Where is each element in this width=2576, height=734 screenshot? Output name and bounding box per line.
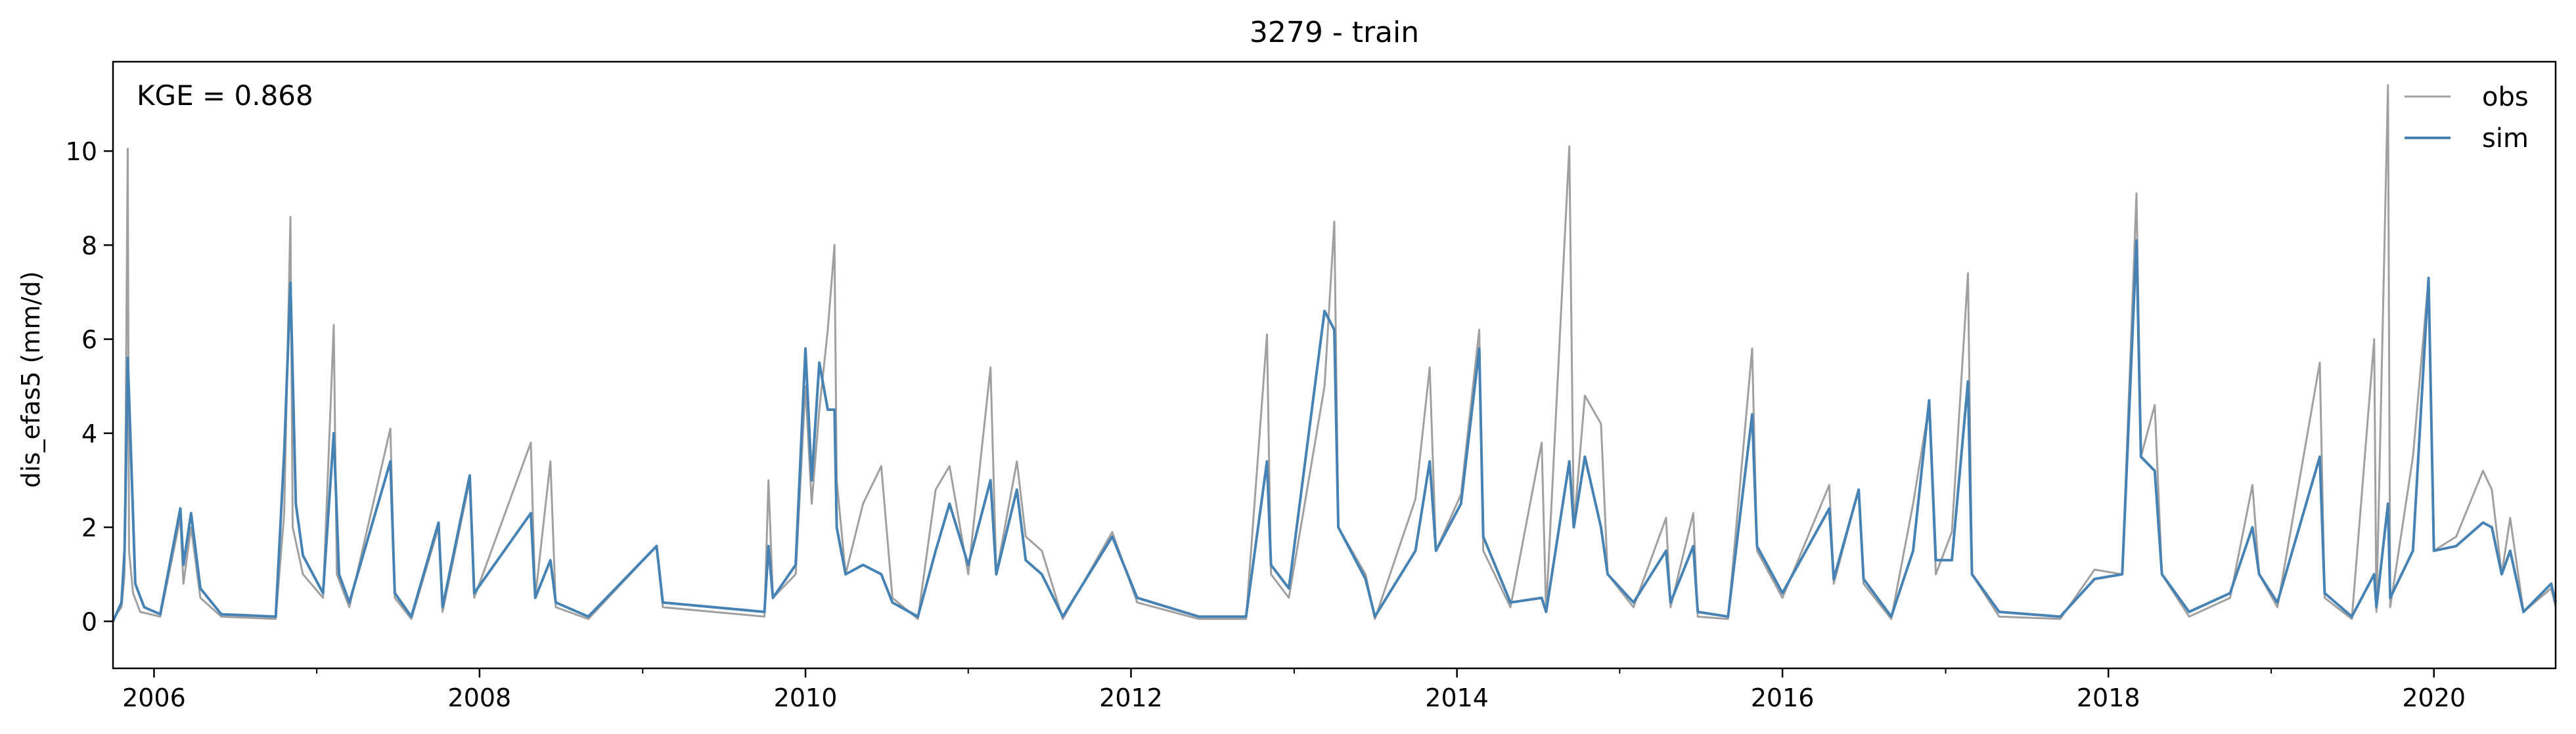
x-tick-label: 2008 <box>448 683 512 712</box>
x-tick-label: 2006 <box>122 683 186 712</box>
y-axis: 0 2 4 6 8 10 <box>66 137 113 636</box>
y-tick-label: 4 <box>81 420 97 448</box>
x-tick-label: 2014 <box>1425 683 1489 712</box>
series-layer <box>112 84 2557 622</box>
legend-label-sim: sim <box>2482 123 2529 154</box>
legend: obs sim <box>2405 82 2529 154</box>
y-tick-label: 2 <box>81 513 97 542</box>
legend-label-obs: obs <box>2482 82 2529 112</box>
y-tick-label: 0 <box>81 607 97 636</box>
chart-title: 3279 - train <box>1250 16 1419 49</box>
series-line-sim <box>112 239 2557 622</box>
x-tick-label: 2016 <box>1751 683 1815 712</box>
x-tick-label: 2020 <box>2402 683 2466 712</box>
plot-area <box>112 60 2557 670</box>
x-tick-label: 2010 <box>774 683 838 712</box>
kge-annotation: KGE = 0.868 <box>137 79 313 112</box>
x-axis: 2006 2008 2010 2012 2014 2016 2018 2020 <box>122 668 2466 712</box>
y-tick-label: 8 <box>81 231 97 260</box>
x-tick-label: 2012 <box>1099 683 1163 712</box>
y-tick-label: 10 <box>66 137 97 166</box>
x-tick-label: 2018 <box>2077 683 2140 712</box>
y-axis-label: dis_efas5 (mm/d) <box>16 271 45 488</box>
y-tick-label: 6 <box>81 326 97 355</box>
plot-frame <box>112 60 2557 670</box>
